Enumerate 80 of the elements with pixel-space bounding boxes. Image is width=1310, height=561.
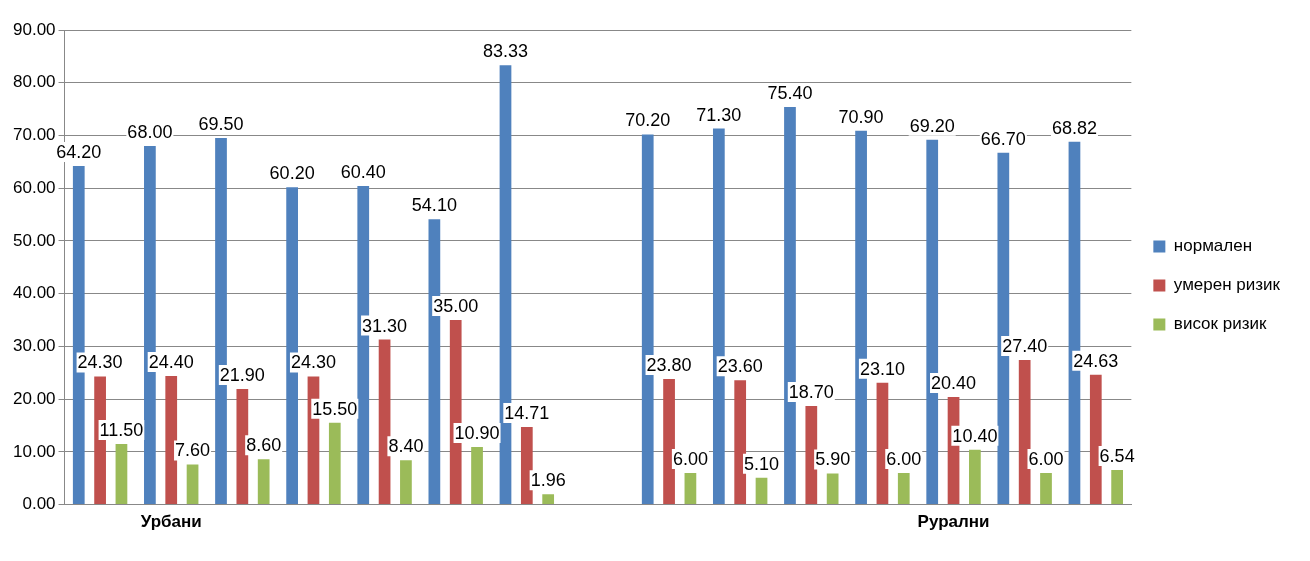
y-tick-label: 20.00 [12,388,56,408]
data-label: 8.40 [388,436,424,457]
data-label: 7.60 [175,440,211,461]
data-label: 6.54 [1099,446,1135,467]
bar [257,459,270,505]
data-label: 60.40 [340,162,386,183]
bar [165,375,178,505]
data-label: 5.90 [815,449,851,470]
bar [805,405,818,505]
bar [897,472,910,505]
legend-label: нормален [1173,236,1253,256]
data-label: 23.60 [717,356,763,377]
data-label: 11.50 [99,419,144,440]
data-label: 23.80 [646,355,692,376]
y-tick-label: 70.00 [12,125,56,145]
bar [400,460,412,505]
data-label: 24.30 [290,352,336,373]
y-tick-label: 40.00 [12,283,56,303]
bar [1089,374,1102,505]
data-label: 10.90 [454,423,500,444]
y-tick-label: 30.00 [12,336,56,356]
data-label: 14.71 [504,403,550,423]
data-label: 6.00 [886,448,922,469]
data-label: 64.20 [56,142,102,163]
bar [186,464,199,505]
data-label: 6.00 [1028,448,1064,469]
data-label: 5.10 [744,453,780,474]
data-label: 66.70 [980,128,1026,149]
data-label: 68.00 [127,121,173,142]
data-label: 20.40 [931,372,977,393]
data-label: 8.60 [246,435,282,456]
bar [378,339,391,505]
data-label: 24.30 [77,352,123,373]
data-label: 54.10 [411,195,457,216]
bar [328,422,341,505]
data-label: 21.90 [219,365,265,386]
bar [1018,360,1031,505]
data-label: 6.00 [672,448,708,469]
data-label: 31.30 [362,315,408,336]
legend-label: висок ризик [1173,314,1267,334]
data-label: 23.10 [859,358,905,379]
data-label: 69.20 [909,115,955,136]
data-label: 27.40 [1002,336,1048,357]
bar [520,427,533,505]
bar [684,472,697,505]
y-tick-label: 50.00 [12,230,56,250]
bar [236,389,249,505]
data-label: 15.50 [312,398,358,419]
y-tick-label: 60.00 [12,177,56,197]
data-label: 71.30 [696,104,742,125]
data-label: 75.40 [767,82,813,103]
data-label: 10.40 [952,425,998,446]
x-tick-label: Рурални [917,512,990,532]
data-label: 35.00 [433,296,479,316]
x-tick-label: Урбани [140,512,202,532]
data-label: 60.20 [269,163,315,184]
data-label: 1.96 [530,470,566,491]
bar [969,449,981,505]
data-label: 83.33 [482,41,529,62]
data-label: 70.90 [838,106,884,127]
y-tick-label: 0.00 [22,494,56,514]
bar [734,380,747,505]
bar [663,379,675,505]
bar [1040,472,1052,505]
bar [115,443,128,505]
data-label: 18.70 [788,381,834,402]
data-label: 70.20 [625,110,671,131]
y-tick-label: 90.00 [12,19,56,39]
data-label: 24.40 [148,351,194,372]
y-tick-label: 80.00 [12,72,56,92]
data-label: 24.63 [1073,350,1119,371]
data-label: 69.50 [198,114,244,135]
bar [755,477,768,505]
data-label: 68.82 [1051,117,1097,138]
legend-label: умерен ризик [1173,275,1281,295]
y-tick-label: 10.00 [12,441,56,461]
bar [1111,470,1123,505]
bar [542,494,555,505]
bar [471,447,483,505]
bar [826,473,839,505]
